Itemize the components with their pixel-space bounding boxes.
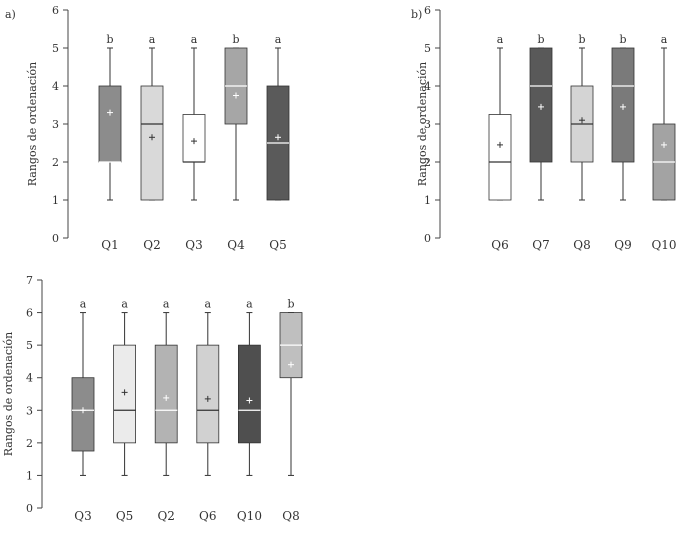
category-label: Q3 (74, 509, 91, 523)
box-Q7: b Q7 (529, 33, 553, 252)
significance-letter: a (275, 33, 282, 46)
significance-letter: a (205, 298, 212, 311)
y-tick-label: 0 (26, 502, 33, 515)
y-tick-label: 3 (26, 404, 33, 417)
box-Q1: b Q1 (98, 33, 122, 252)
y-tick-label: 4 (52, 80, 59, 93)
box-Q5: a Q5 (266, 33, 290, 252)
category-label: Q10 (651, 238, 676, 252)
category-label: Q4 (227, 238, 245, 252)
category-label: Q1 (101, 238, 118, 252)
box-Q3: a Q3 (182, 33, 206, 252)
panel-label: b) (411, 8, 422, 21)
y-tick-label: 2 (26, 437, 33, 450)
panel-label: a) (5, 8, 16, 21)
y-axis-label: Rangos de ordenación (416, 62, 429, 187)
y-axis-label: Rangos de ordenación (2, 332, 15, 457)
box-Q3: a Q3 (71, 298, 95, 523)
box-Q8: b Q8 (279, 298, 303, 523)
significance-letter: a (191, 33, 198, 46)
category-label: Q10 (237, 509, 262, 523)
box-Q4: b Q4 (224, 33, 248, 252)
box-Q2: a Q2 (154, 298, 178, 523)
significance-letter: b (537, 33, 544, 46)
y-tick-label: 3 (424, 118, 431, 131)
chart-panel-3: Rangos de ordenación 0 1 2 3 4 5 6 7 a Q3 a Q5 a Q2 a Q6… (2, 274, 303, 523)
significance-letter: a (80, 298, 87, 311)
category-label: Q3 (185, 238, 202, 252)
y-tick-label: 5 (52, 42, 59, 55)
category-label: Q5 (116, 509, 133, 523)
y-tick-label: 6 (52, 4, 59, 17)
chart-panel-1: a) Rangos de ordenación 0 1 2 3 4 5 6 b Q1 a Q2 a Q3 b Q… (5, 4, 290, 252)
category-label: Q9 (614, 238, 631, 252)
box-iqr (488, 114, 512, 201)
y-tick-label: 2 (424, 156, 431, 169)
significance-letter: a (121, 298, 128, 311)
significance-letter: a (149, 33, 156, 46)
box-Q2: a Q2 (140, 33, 164, 252)
y-tick-label: 7 (26, 274, 33, 287)
significance-letter: b (106, 33, 113, 46)
y-tick-label: 1 (52, 194, 59, 207)
category-label: Q6 (491, 238, 508, 252)
y-tick-label: 4 (424, 80, 431, 93)
significance-letter: b (232, 33, 239, 46)
significance-letter: a (246, 298, 253, 311)
significance-letter: a (163, 298, 170, 311)
y-tick-label: 0 (424, 232, 431, 245)
box-Q8: b Q8 (570, 33, 594, 252)
y-tick-label: 4 (26, 372, 33, 385)
significance-letter: a (497, 33, 504, 46)
y-tick-label: 5 (26, 339, 33, 352)
category-label: Q8 (282, 509, 299, 523)
category-label: Q7 (532, 238, 549, 252)
y-tick-label: 0 (52, 232, 59, 245)
box-iqr (237, 344, 261, 444)
y-tick-label: 3 (52, 118, 59, 131)
box-iqr (71, 377, 95, 452)
y-tick-label: 6 (26, 307, 33, 320)
box-Q9: b Q9 (611, 33, 635, 252)
box-Q10: a Q10 (651, 33, 676, 252)
y-tick-label: 2 (52, 156, 59, 169)
box-iqr (98, 85, 122, 163)
category-label: Q8 (573, 238, 590, 252)
significance-letter: b (287, 298, 294, 311)
box-iqr (140, 85, 164, 201)
box-Q5: a Q5 (113, 298, 136, 523)
y-tick-label: 1 (26, 469, 33, 482)
category-label: Q2 (157, 509, 174, 523)
significance-letter: b (619, 33, 626, 46)
y-axis-label: Rangos de ordenación (26, 62, 39, 187)
box-Q6: a Q6 (196, 298, 220, 523)
y-tick-label: 5 (424, 42, 431, 55)
significance-letter: b (578, 33, 585, 46)
y-tick-label: 6 (424, 4, 431, 17)
chart-panel-2: b) Rangos de ordenación 0 1 2 3 4 5 6 a Q6 b Q7 b Q8 b Q… (411, 4, 677, 252)
box-iqr (196, 344, 220, 444)
significance-letter: a (661, 33, 668, 46)
category-label: Q5 (269, 238, 286, 252)
box-Q6: a Q6 (488, 33, 512, 252)
category-label: Q2 (143, 238, 160, 252)
y-tick-label: 1 (424, 194, 431, 207)
box-iqr (154, 344, 178, 444)
category-label: Q6 (199, 509, 216, 523)
box-Q10: a Q10 (237, 298, 262, 523)
